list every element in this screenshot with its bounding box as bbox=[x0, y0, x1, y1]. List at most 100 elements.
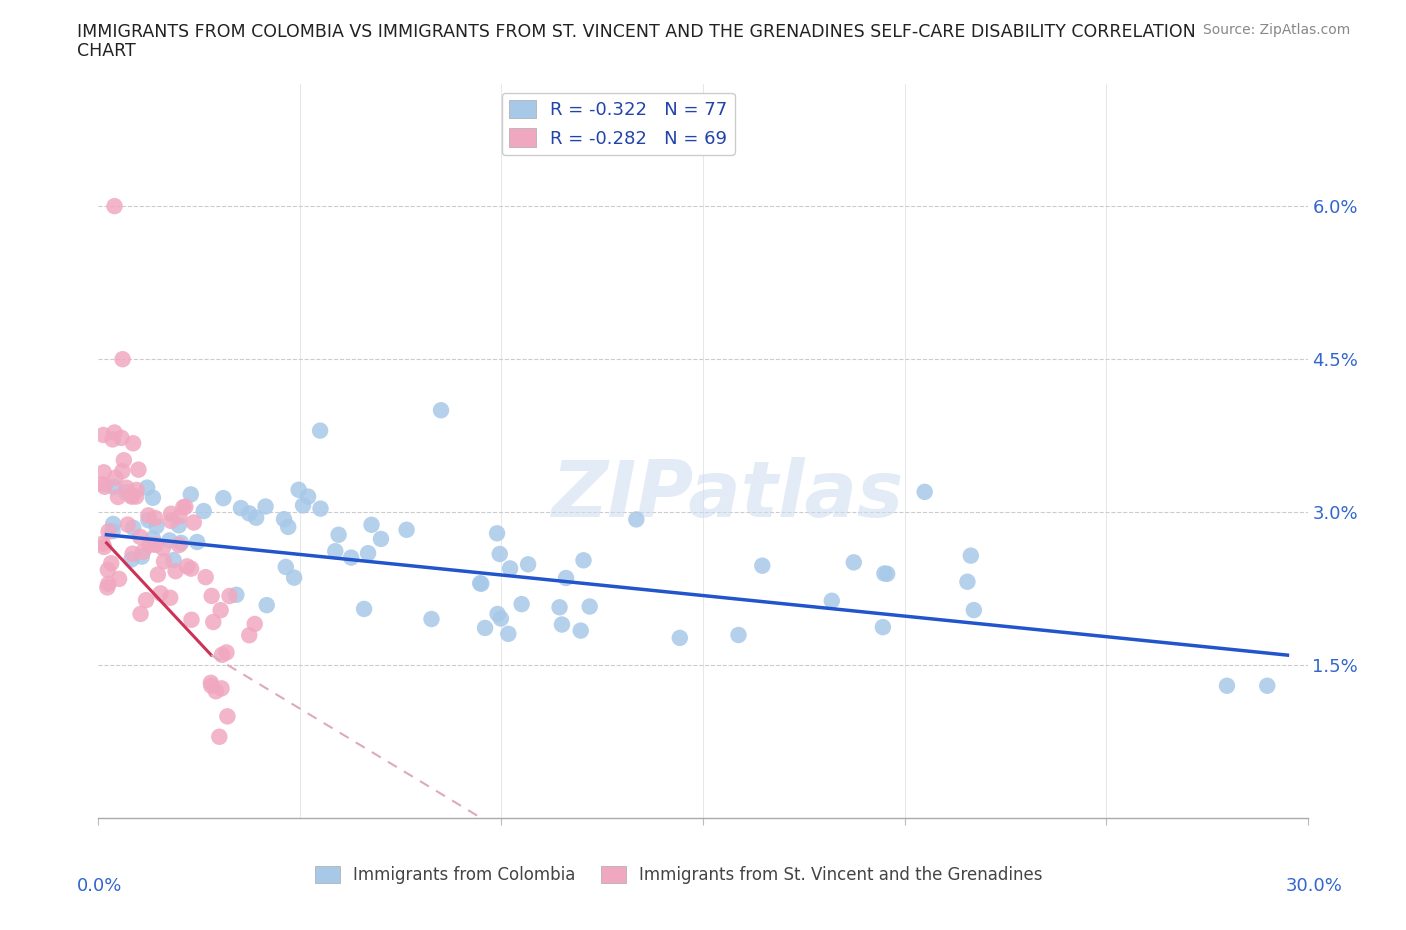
Point bbox=[142, 531, 165, 546]
Point bbox=[328, 527, 350, 542]
Point bbox=[117, 517, 139, 532]
Point bbox=[122, 520, 145, 535]
Point bbox=[274, 560, 297, 575]
Point bbox=[1216, 678, 1239, 693]
Point bbox=[551, 618, 574, 632]
Point bbox=[201, 589, 224, 604]
Point bbox=[751, 558, 773, 573]
Point bbox=[353, 602, 375, 617]
Point bbox=[146, 567, 169, 582]
Point bbox=[108, 571, 131, 586]
Point bbox=[135, 592, 157, 607]
Point bbox=[872, 619, 894, 634]
Point bbox=[273, 512, 295, 526]
Point bbox=[125, 483, 148, 498]
Point bbox=[309, 501, 332, 516]
Point bbox=[200, 675, 222, 690]
Point bbox=[486, 525, 509, 540]
Point bbox=[225, 588, 247, 603]
Point bbox=[93, 465, 115, 480]
Point bbox=[323, 544, 346, 559]
Text: 30.0%: 30.0% bbox=[1286, 877, 1343, 895]
Point bbox=[193, 504, 215, 519]
Point bbox=[208, 729, 231, 744]
Point bbox=[103, 199, 125, 214]
Point bbox=[578, 599, 600, 614]
Point bbox=[292, 498, 315, 512]
Point bbox=[956, 575, 979, 590]
Point bbox=[142, 490, 165, 505]
Point bbox=[626, 512, 648, 526]
Point bbox=[110, 431, 132, 445]
Point bbox=[160, 506, 183, 521]
Point bbox=[107, 489, 129, 504]
Point bbox=[165, 564, 187, 578]
Point bbox=[160, 513, 183, 528]
Point bbox=[115, 485, 138, 499]
Point bbox=[152, 540, 174, 555]
Point bbox=[873, 566, 896, 581]
Point bbox=[489, 611, 512, 626]
Point bbox=[138, 508, 160, 523]
Point bbox=[340, 551, 363, 565]
Point bbox=[101, 432, 124, 446]
Point bbox=[256, 598, 278, 613]
Point bbox=[170, 536, 193, 551]
Text: IMMIGRANTS FROM COLOMBIA VS IMMIGRANTS FROM ST. VINCENT AND THE GRENADINES SELF-: IMMIGRANTS FROM COLOMBIA VS IMMIGRANTS F… bbox=[77, 23, 1197, 41]
Point bbox=[297, 489, 319, 504]
Point bbox=[153, 554, 176, 569]
Point bbox=[194, 570, 217, 585]
Point bbox=[91, 537, 114, 551]
Point bbox=[103, 425, 125, 440]
Point bbox=[180, 487, 202, 502]
Point bbox=[111, 464, 134, 479]
Point bbox=[138, 512, 160, 527]
Point bbox=[821, 593, 844, 608]
Point bbox=[93, 539, 115, 554]
Point bbox=[129, 606, 152, 621]
Point bbox=[357, 546, 380, 561]
Point bbox=[430, 403, 453, 418]
Point bbox=[1256, 678, 1278, 693]
Point bbox=[370, 532, 392, 547]
Point bbox=[510, 597, 533, 612]
Point bbox=[474, 620, 496, 635]
Point bbox=[205, 684, 228, 698]
Point bbox=[97, 524, 120, 538]
Point bbox=[169, 509, 191, 524]
Point bbox=[97, 563, 120, 578]
Point bbox=[103, 480, 125, 495]
Point bbox=[202, 615, 225, 630]
Point bbox=[569, 623, 592, 638]
Point bbox=[162, 552, 184, 567]
Text: Source: ZipAtlas.com: Source: ZipAtlas.com bbox=[1202, 23, 1350, 37]
Point bbox=[143, 511, 166, 525]
Point bbox=[499, 561, 522, 576]
Point bbox=[283, 570, 305, 585]
Point bbox=[96, 580, 118, 595]
Point bbox=[395, 523, 418, 538]
Point bbox=[468, 576, 491, 591]
Point bbox=[145, 519, 167, 534]
Point bbox=[309, 423, 332, 438]
Point bbox=[238, 506, 260, 521]
Point bbox=[488, 547, 510, 562]
Point bbox=[200, 678, 222, 693]
Point bbox=[211, 681, 233, 696]
Text: CHART: CHART bbox=[77, 42, 136, 60]
Point bbox=[125, 489, 148, 504]
Point bbox=[183, 515, 205, 530]
Point bbox=[112, 453, 135, 468]
Point bbox=[120, 552, 142, 567]
Point bbox=[517, 557, 540, 572]
Legend: Immigrants from Colombia, Immigrants from St. Vincent and the Grenadines: Immigrants from Colombia, Immigrants fro… bbox=[308, 859, 1049, 891]
Point bbox=[174, 499, 197, 514]
Point bbox=[167, 538, 190, 552]
Point bbox=[145, 538, 167, 552]
Point bbox=[91, 428, 114, 443]
Point bbox=[548, 600, 571, 615]
Point bbox=[211, 647, 233, 662]
Point bbox=[132, 544, 155, 559]
Point bbox=[149, 586, 172, 601]
Point bbox=[91, 477, 114, 492]
